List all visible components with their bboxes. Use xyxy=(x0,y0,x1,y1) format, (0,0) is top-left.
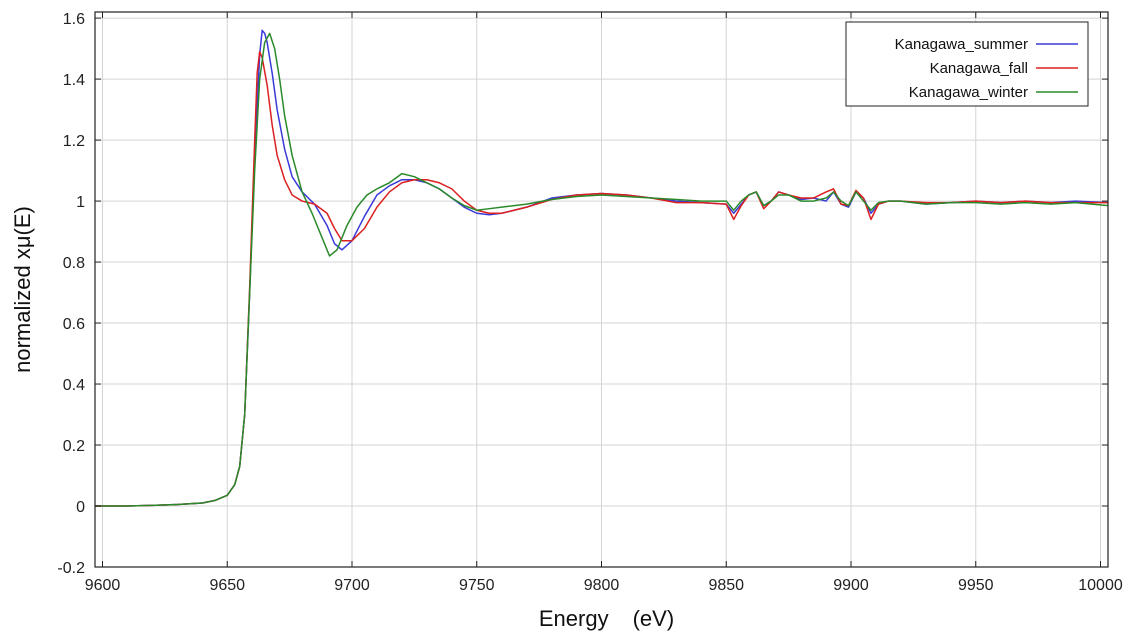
x-tick-label: 9800 xyxy=(584,577,620,594)
x-tick-label: 10000 xyxy=(1078,577,1123,594)
y-axis-label: normalized xμ(E) xyxy=(10,206,35,373)
y-tick-label: 1.6 xyxy=(63,11,85,28)
y-tick-label: 0.2 xyxy=(63,438,85,455)
x-tick-label: 9850 xyxy=(708,577,744,594)
legend: Kanagawa_summer Kanagawa_fall Kanagawa_win… xyxy=(845,21,1089,107)
x-tick-label: 9700 xyxy=(334,577,370,594)
series-line-kanagawa-fall xyxy=(95,50,1108,507)
y-tick-label: -0.2 xyxy=(57,560,85,577)
y-tick-label: 1 xyxy=(76,194,85,211)
y-tick-label: 0.6 xyxy=(63,316,85,333)
y-tick-label: 1.4 xyxy=(63,72,85,89)
legend-label: Kanagawa_summer xyxy=(895,36,1028,53)
x-axis-label-name: Energy xyxy=(539,606,609,631)
y-tick-label: 0 xyxy=(76,499,85,516)
legend-label: Kanagawa_winter xyxy=(909,84,1028,101)
series-line-kanagawa-winter xyxy=(95,32,1109,507)
legend-label: Kanagawa_fall xyxy=(930,60,1028,77)
x-axis-label-unit: (eV) xyxy=(633,606,675,631)
x-tick-label: 9950 xyxy=(958,577,994,594)
series-group xyxy=(95,29,1109,507)
y-tick-label: 1.2 xyxy=(63,133,85,150)
y-tick-label: 0.8 xyxy=(63,255,85,272)
x-tick-label: 9650 xyxy=(209,577,245,594)
x-tick-label: 9900 xyxy=(833,577,869,594)
x-tick-label: 9750 xyxy=(459,577,495,594)
x-tick-label: 9600 xyxy=(85,577,121,594)
ticks: 9600 9650 9700 9750 9800 9850 9900 9950 10000 -0.… xyxy=(57,11,1122,594)
y-tick-label: 0.4 xyxy=(63,377,85,394)
x-axis-label: Energy (eV) xyxy=(539,606,674,631)
